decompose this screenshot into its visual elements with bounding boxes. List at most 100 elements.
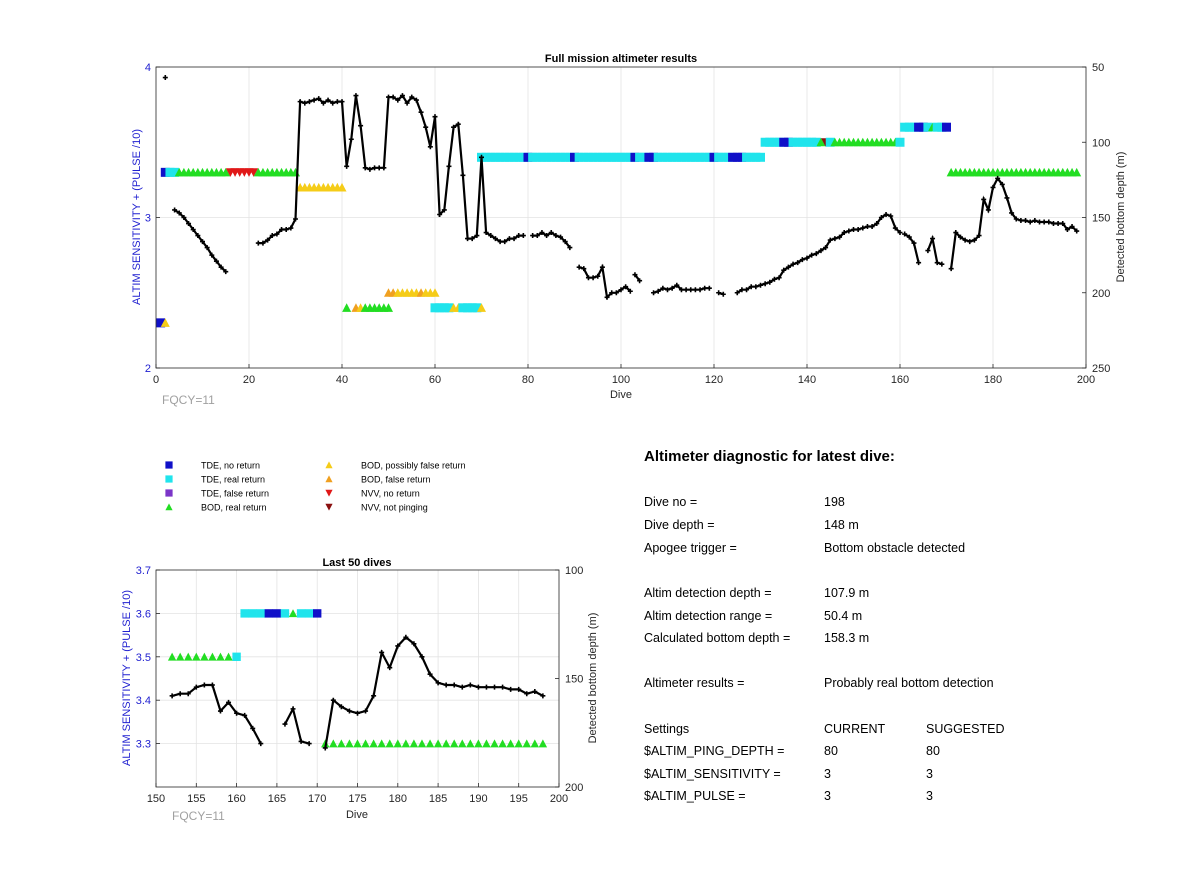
- depth-point: [460, 172, 466, 178]
- depth-point: [753, 284, 759, 290]
- depth-point: [539, 230, 545, 236]
- x-tick-label: 200: [550, 793, 568, 805]
- depth-point: [200, 239, 205, 245]
- depth-point: [339, 99, 345, 105]
- bod-real-marker: [329, 739, 338, 748]
- depth-point: [209, 682, 215, 688]
- depth-point: [451, 682, 457, 688]
- depth-point: [346, 708, 352, 714]
- depth-point: [562, 239, 568, 245]
- depth-point: [581, 266, 587, 272]
- setting-ping-depth-suggested: 80: [926, 744, 940, 758]
- tde-real-marker: [686, 152, 696, 162]
- depth-point: [176, 210, 182, 216]
- setting-sensitivity-current: 3: [824, 767, 831, 781]
- depth-point: [372, 165, 378, 171]
- tde-real-marker: [751, 152, 761, 162]
- legend-label: BOD, possibly false return: [361, 461, 466, 471]
- legend-marker-bod-possibly: [325, 461, 333, 469]
- tde-no-marker: [709, 152, 719, 162]
- bod-real-marker: [361, 739, 370, 748]
- bod-real-marker: [192, 652, 201, 661]
- settings-current-header: CURRENT: [824, 722, 886, 736]
- depth-point: [213, 258, 219, 264]
- tde-real-marker: [704, 152, 714, 162]
- depth-point: [1009, 210, 1015, 216]
- depth-point: [595, 273, 601, 279]
- depth-point: [1027, 219, 1033, 225]
- depth-point: [371, 693, 377, 699]
- depth-point: [242, 712, 248, 718]
- tde-real-marker: [481, 152, 491, 162]
- depth-point: [497, 239, 503, 245]
- altim-detection-depth-value: 107.9 m: [824, 586, 870, 600]
- tde-real-marker: [296, 609, 306, 618]
- last50-chart-x-ticks: 150 155 160 165 170 175 180 185 190 195 200: [147, 783, 568, 805]
- tde-real-marker: [556, 152, 566, 162]
- depth-point: [367, 166, 373, 172]
- depth-point: [316, 96, 322, 102]
- last50-chart-right-ticks: 100 150 200: [555, 565, 583, 794]
- bod-real-marker: [450, 739, 459, 748]
- depth-point: [911, 240, 917, 246]
- tde-no-marker: [264, 609, 274, 618]
- depth-point: [516, 233, 522, 239]
- depth-point: [297, 99, 303, 105]
- depth-point: [483, 230, 489, 236]
- bod-real-marker: [224, 652, 233, 661]
- depth-point: [739, 287, 745, 293]
- depth-point: [902, 231, 908, 237]
- depth-point: [665, 287, 670, 293]
- depth-point: [459, 684, 465, 690]
- depth-point: [418, 109, 424, 115]
- depth-point: [990, 184, 996, 190]
- depth-point: [609, 290, 615, 296]
- bod-real-marker: [337, 739, 346, 748]
- altim-detection-range-label: Altim detection range =: [644, 609, 773, 623]
- legend-marker-tde-false: [165, 489, 173, 497]
- depth-point: [506, 236, 512, 242]
- legend-label: NVV, not pinging: [361, 503, 428, 513]
- depth-point: [209, 252, 215, 258]
- tde-real-marker: [240, 609, 249, 618]
- legend-label: BOD, false return: [361, 475, 431, 485]
- depth-point: [832, 236, 838, 242]
- depth-point: [443, 682, 449, 688]
- depth-point: [697, 287, 703, 293]
- depth-point: [322, 745, 328, 751]
- x-tick-label: 140: [798, 374, 816, 386]
- depth-point: [258, 741, 264, 747]
- depth-point: [674, 282, 680, 288]
- top-chart-left-y-label: ALTIM SENSITIVITY + (PULSE /10): [131, 129, 143, 305]
- tde-real-marker: [528, 152, 538, 162]
- depth-point: [483, 684, 489, 690]
- tde-real-marker: [802, 137, 812, 147]
- tde-real-marker: [551, 152, 561, 162]
- dive-depth-label: Dive depth =: [644, 518, 715, 532]
- depth-point: [520, 233, 526, 239]
- depth-point: [846, 228, 852, 234]
- tde-real-marker: [579, 152, 589, 162]
- tde-real-marker: [788, 137, 798, 147]
- top-chart-left-ticks: 2 3 4: [145, 62, 160, 375]
- bod-real-marker: [353, 739, 362, 748]
- depth-point: [874, 221, 880, 227]
- depth-point: [511, 236, 517, 242]
- tde-real-marker: [797, 137, 807, 147]
- depth-point: [274, 231, 280, 237]
- bod-real-marker: [167, 652, 177, 661]
- depth-point: [376, 165, 382, 171]
- last50-chart-left-y-label: ALTIM SENSITIVITY + (PULSE /10): [121, 590, 133, 766]
- depth-point: [948, 266, 954, 272]
- depth-point: [623, 284, 629, 290]
- tde-no-marker: [156, 318, 166, 328]
- calculated-bottom-depth-value: 158.3 m: [824, 631, 870, 645]
- tde-real-marker: [490, 152, 500, 162]
- x-tick-label: 165: [268, 793, 286, 805]
- tde-no-marker: [732, 152, 742, 162]
- depth-point: [604, 294, 610, 300]
- tde-no-marker: [630, 152, 640, 162]
- depth-point: [985, 207, 991, 213]
- depth-point: [627, 288, 633, 294]
